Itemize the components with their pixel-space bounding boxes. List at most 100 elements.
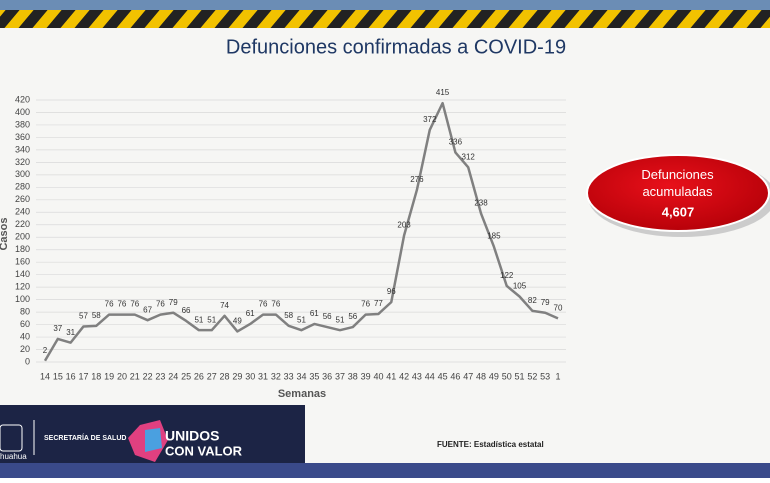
badge-title-box: Defunciones acumuladas: [641, 167, 714, 199]
x-tick-label: 31: [258, 371, 268, 381]
y-tick-label: 240: [15, 207, 30, 217]
x-tick-label: 34: [296, 371, 306, 381]
x-tick-label: 32: [271, 371, 281, 381]
data-label: 58: [92, 311, 101, 320]
x-tick-label: 33: [284, 371, 294, 381]
y-tick-label: 300: [15, 169, 30, 179]
x-tick-label: 30: [245, 371, 255, 381]
x-tick-label: 53: [540, 371, 550, 381]
y-tick-label: 420: [15, 94, 30, 104]
data-label: 56: [323, 312, 332, 321]
data-label: 31: [66, 328, 75, 337]
x-tick-label: 19: [104, 371, 114, 381]
data-label: 96: [387, 287, 396, 296]
series-line: [43, 101, 559, 362]
y-tick-label: 0: [25, 356, 30, 366]
x-tick-label: 29: [232, 371, 242, 381]
x-tick-label: 27: [207, 371, 217, 381]
data-label: 372: [423, 115, 437, 124]
y-tick-label: 40: [20, 331, 30, 341]
y-tick-label: 220: [15, 219, 30, 229]
data-label: 76: [271, 300, 280, 309]
x-tick-label: 14: [40, 371, 50, 381]
x-tick-label: 25: [181, 371, 191, 381]
brand-line1: UNIDOS: [165, 428, 219, 444]
data-label: 70: [554, 303, 563, 312]
data-label: 312: [462, 152, 476, 161]
data-label: 82: [528, 296, 537, 305]
x-tick-label: 45: [438, 371, 448, 381]
y-tick-label: 100: [15, 294, 30, 304]
x-tick-label: 42: [399, 371, 409, 381]
y-tick-label: 320: [15, 157, 30, 167]
data-label: 74: [220, 301, 229, 310]
y-tick-label: 180: [15, 244, 30, 254]
x-tick-label: 51: [515, 371, 525, 381]
footer-band: [0, 463, 770, 478]
x-tick-label: 24: [168, 371, 178, 381]
y-tick-label: 360: [15, 132, 30, 142]
y-tick-label: 380: [15, 119, 30, 129]
x-tick-label: 35: [309, 371, 319, 381]
data-label: 76: [105, 300, 114, 309]
data-label: 336: [449, 138, 463, 147]
data-label: 2: [43, 346, 48, 355]
data-label: 37: [53, 324, 62, 333]
x-tick-label: 23: [155, 371, 165, 381]
x-axis-label: Semanas: [278, 388, 326, 400]
x-tick-label: 1: [555, 371, 560, 381]
data-label: 58: [284, 311, 293, 320]
data-label: 76: [361, 300, 370, 309]
data-label: 76: [117, 300, 126, 309]
y-axis-label: Casos: [0, 217, 10, 250]
y-tick-label: 20: [20, 344, 30, 354]
x-tick-label: 16: [66, 371, 76, 381]
badge: Defunciones acumuladas 4,607: [586, 154, 770, 237]
x-tick-label: 15: [53, 371, 63, 381]
x-tick-label: 39: [361, 371, 371, 381]
y-tick-label: 140: [15, 269, 30, 279]
data-label: 203: [397, 220, 411, 229]
data-label: 76: [130, 300, 139, 309]
x-tick-label: 20: [117, 371, 127, 381]
badge-ellipse: [586, 154, 770, 232]
y-tick-label: 120: [15, 282, 30, 292]
x-tick-label: 43: [412, 371, 422, 381]
data-label: 238: [474, 199, 488, 208]
data-label: 56: [348, 312, 357, 321]
hazard-stripe: [0, 10, 770, 28]
data-label: 185: [487, 232, 501, 241]
data-label: 61: [246, 309, 255, 318]
y-tick-label: 400: [15, 107, 30, 117]
data-label: 57: [79, 312, 88, 321]
plot: 0204060801001201401601802002202402602803…: [15, 88, 566, 381]
data-label: 61: [310, 309, 319, 318]
state-logo: [0, 424, 23, 452]
y-tick-label: 280: [15, 182, 30, 192]
badge-title: Defunciones acumuladas: [641, 167, 714, 199]
data-label: 51: [207, 315, 216, 324]
top-band: [0, 0, 770, 10]
data-label: 415: [436, 88, 450, 97]
data-label: 51: [297, 315, 306, 324]
x-tick-label: 28: [220, 371, 230, 381]
data-label: 77: [374, 299, 383, 308]
agency: SECRETARÍA DE SALUD: [44, 433, 126, 442]
data-label: 76: [259, 300, 268, 309]
data-label: 67: [143, 305, 152, 314]
badge-value: 4,607: [662, 204, 695, 219]
x-tick-label: 17: [78, 371, 88, 381]
data-label: 79: [169, 298, 178, 307]
y-tick-label: 340: [15, 144, 30, 154]
x-tick-label: 36: [322, 371, 332, 381]
x-tick-label: 50: [502, 371, 512, 381]
x-tick-label: 48: [476, 371, 486, 381]
y-tick-label: 160: [15, 257, 30, 267]
x-tick-label: 44: [425, 371, 435, 381]
x-tick-label: 46: [450, 371, 460, 381]
data-label: 79: [541, 298, 550, 307]
x-tick-label: 22: [143, 371, 153, 381]
x-tick-label: 47: [463, 371, 473, 381]
